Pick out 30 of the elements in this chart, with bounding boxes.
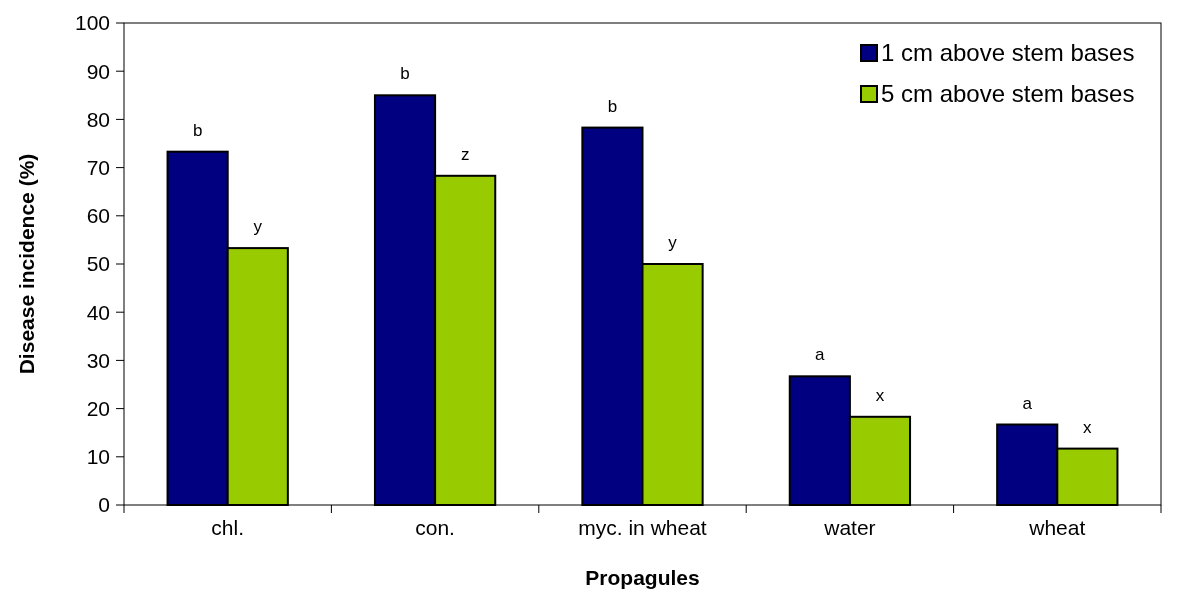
annotation: b xyxy=(192,120,203,140)
x-tick-label: myc. in wheat xyxy=(578,516,707,539)
y-tick-label: 20 xyxy=(86,396,110,420)
x-axis-title: Propagules xyxy=(585,566,700,589)
x-tick-label: wheat xyxy=(1028,516,1086,539)
y-tick-label: 90 xyxy=(86,59,110,83)
annotation: z xyxy=(460,144,470,164)
x-tick-label: water xyxy=(823,516,876,539)
annotation: a xyxy=(1022,393,1033,413)
annotation: a xyxy=(815,345,826,365)
y-axis-title: Disease incidence (%) xyxy=(15,153,38,375)
y-tick-label: 70 xyxy=(86,155,110,179)
y-tick-label: 10 xyxy=(86,445,110,469)
y-tick-label: 50 xyxy=(86,252,110,276)
annotation: y xyxy=(253,217,263,237)
annotation: x xyxy=(875,385,885,405)
y-tick-label: 100 xyxy=(74,11,110,35)
x-tick-label: chl. xyxy=(211,516,245,539)
annotation: b xyxy=(400,64,410,84)
x-tick-label: con. xyxy=(415,516,455,539)
annotation: y xyxy=(668,233,678,252)
annotation: b xyxy=(607,96,618,116)
y-tick-label: 80 xyxy=(86,107,110,131)
y-tick-label: 0 xyxy=(98,493,110,517)
y-tick-label: 30 xyxy=(86,348,110,372)
y-tick-label: 60 xyxy=(86,204,110,228)
annotation: x xyxy=(1083,417,1093,437)
legend-label: 1 cm above stem bases xyxy=(881,39,1135,67)
y-tick-label: 40 xyxy=(86,300,110,324)
legend-label: 5 cm above stem bases xyxy=(881,80,1135,108)
